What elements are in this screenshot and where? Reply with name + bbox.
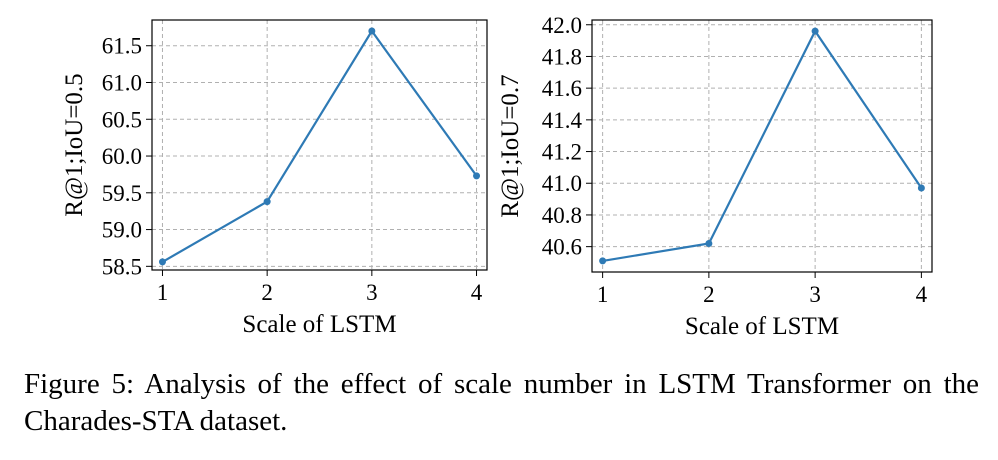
x-tick-label: 2 (703, 282, 715, 307)
series-line (602, 28, 923, 262)
data-point (263, 198, 271, 206)
y-tick-label: 41.8 (542, 44, 582, 69)
y-tick-label: 41.4 (542, 108, 583, 133)
data-point (158, 258, 166, 266)
y-axis-label: R@1;IoU=0.7 (497, 74, 524, 217)
y-tick-label: 59.5 (102, 181, 142, 206)
y-tick-label: 60.5 (102, 107, 142, 132)
data-point (705, 239, 713, 247)
x-tick-label: 2 (261, 280, 273, 305)
plot-frame (151, 19, 488, 271)
data-point (917, 184, 925, 192)
x-tick-label: 4 (471, 280, 483, 305)
y-tick-label: 41.0 (542, 171, 582, 196)
y-tick-label: 61.5 (102, 34, 142, 59)
figure-caption: Figure 5: Analysis of the effect of scal… (24, 368, 979, 437)
x-tick-label: 4 (916, 282, 928, 307)
x-tick-label: 1 (157, 280, 169, 305)
y-tick-label: 41.6 (542, 76, 582, 101)
chart-svg: 58.5 59.0 59.5 60.0 60.5 61.0 61.5 1 2 3 4 Scale of… (61, 13, 933, 340)
y-tick-label: 59.0 (102, 218, 142, 243)
plot-area (592, 20, 932, 272)
y-tick-label: 42.0 (542, 13, 582, 38)
x-axis-label: Scale of LSTM (242, 311, 396, 338)
y-tick-label: 61.0 (102, 71, 142, 96)
y-tick-label: 41.2 (542, 140, 582, 165)
x-tick-label: 3 (366, 280, 378, 305)
x-tick-label: 1 (597, 282, 609, 307)
data-point (599, 257, 607, 265)
y-tick-label: 40.6 (542, 235, 582, 260)
y-tick-label: 60.0 (102, 144, 142, 169)
plot-frame (591, 19, 933, 273)
plot-area (152, 20, 487, 270)
x-tick-label: 3 (809, 282, 821, 307)
x-axis-label: Scale of LSTM (685, 313, 839, 340)
y-tick-label: 58.5 (102, 254, 142, 279)
chart-2: 40.6 40.8 41.0 41.2 41.4 41.6 41.8 42.0 1 2 3 4 Scal… (497, 13, 933, 340)
data-point (811, 27, 819, 35)
figure: 58.5 59.0 59.5 60.0 60.5 61.0 61.5 1 2 3 4 Scale of… (61, 13, 933, 340)
y-axis-label: R@1;IoU=0.5 (61, 73, 88, 216)
series-line (161, 29, 478, 263)
y-tick-label: 40.8 (542, 203, 582, 228)
chart-1: 58.5 59.0 59.5 60.0 60.5 61.0 61.5 1 2 3 4 Scale of… (61, 19, 488, 338)
data-point (368, 27, 376, 35)
data-point (473, 172, 481, 180)
